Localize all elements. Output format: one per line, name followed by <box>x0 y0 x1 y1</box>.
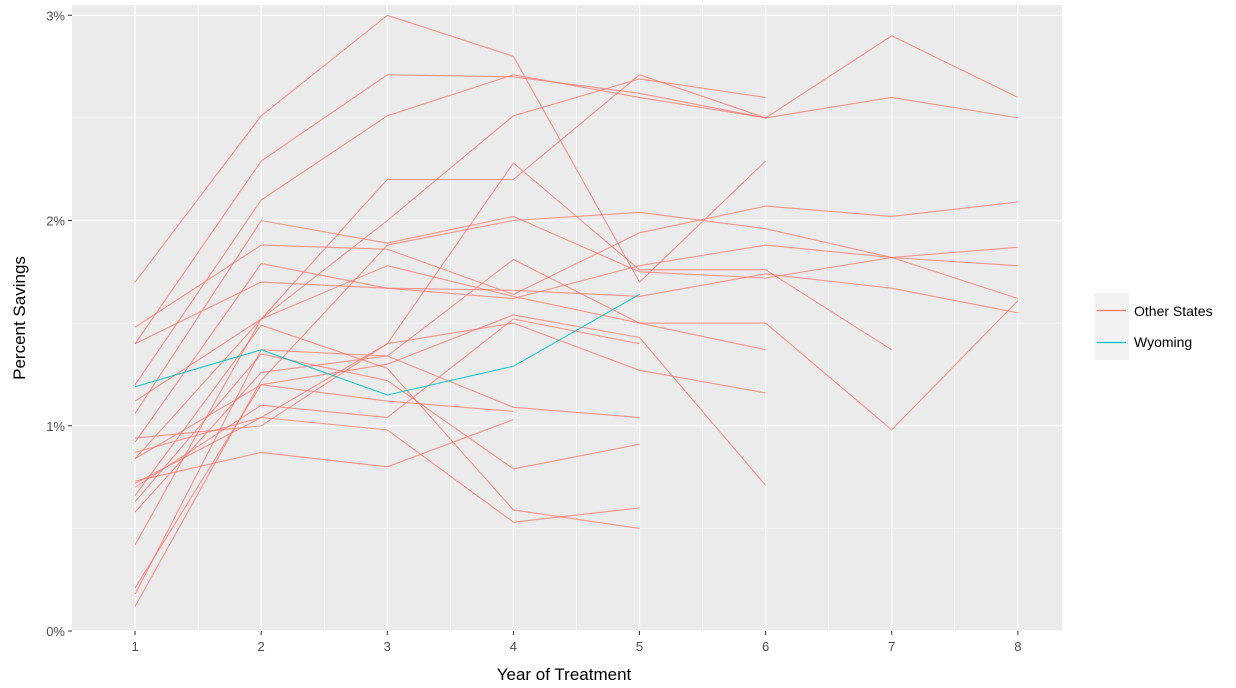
series-line-other-states <box>134 35 1019 345</box>
x-tick-label: 8 <box>1014 639 1021 654</box>
x-tick-label: 7 <box>888 639 895 654</box>
y-tick-label: 0% <box>46 624 65 639</box>
x-tick-label: 6 <box>762 639 769 654</box>
series-line-other-states <box>134 263 1019 443</box>
y-tick-label: 3% <box>46 8 65 23</box>
series-line-other-states <box>134 416 640 523</box>
series-line-other-states <box>134 258 766 513</box>
y-tick-label: 2% <box>46 214 65 229</box>
x-tick-label: 3 <box>384 639 391 654</box>
series-line-other-states <box>134 265 1019 431</box>
series-line-other-states <box>134 314 767 486</box>
legend: Other States Wyoming <box>1094 293 1213 360</box>
x-axis-title: Year of Treatment <box>497 665 632 684</box>
legend-label-wyoming: Wyoming <box>1134 334 1192 350</box>
series-line-other-states <box>134 353 640 503</box>
y-tick-label: 1% <box>46 419 65 434</box>
y-axis: 0% 1% 2% 3% <box>46 8 72 639</box>
x-tick-label: 2 <box>258 639 265 654</box>
x-axis: 1 2 3 4 5 6 7 8 <box>131 631 1021 654</box>
x-tick-label: 5 <box>636 639 643 654</box>
series-line-other-states <box>134 419 514 482</box>
major-gridlines <box>72 5 1062 632</box>
series-line-other-states <box>134 318 640 488</box>
plot-panel <box>72 5 1062 631</box>
series-line-other-states <box>134 78 766 546</box>
series-line-other-states <box>134 215 1018 414</box>
legend-item-wyoming[interactable]: Wyoming <box>1094 325 1192 360</box>
series-line-other-states <box>134 74 1018 386</box>
series-line-other-states <box>135 162 892 439</box>
legend-item-other-states[interactable]: Other States <box>1094 293 1213 328</box>
series-line-other-states <box>134 201 1018 328</box>
x-tick-label: 1 <box>131 639 138 654</box>
x-tick-label: 4 <box>510 639 517 654</box>
series-line-other-states <box>134 349 640 595</box>
minor-gridlines <box>72 5 1062 631</box>
legend-label-other-states: Other States <box>1134 303 1213 319</box>
series-line-wyoming <box>134 293 640 396</box>
series-line-other-states <box>134 384 514 589</box>
series-line-other-states <box>134 322 766 484</box>
y-axis-title: Percent Savings <box>10 256 29 380</box>
series-lines <box>134 14 1019 607</box>
series-line-other-states <box>134 324 640 529</box>
series-line-other-states <box>134 244 1018 345</box>
